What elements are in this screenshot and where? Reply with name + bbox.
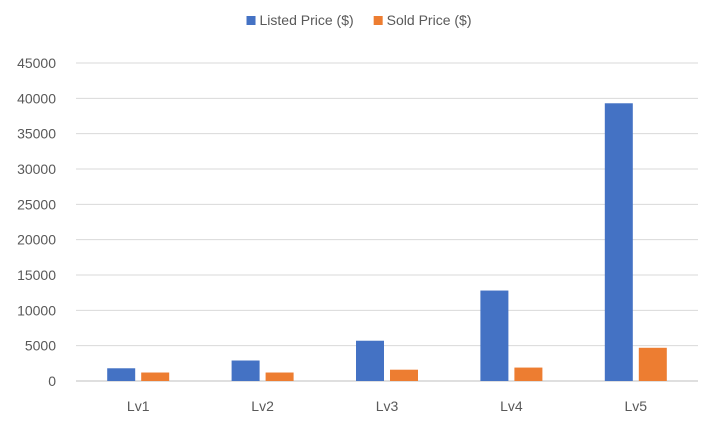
x-tick-label: Lv5 [625,398,648,414]
y-tick-label: 45000 [17,55,56,71]
y-tick-label: 10000 [17,302,56,318]
y-tick-label: 30000 [17,161,56,177]
legend-item: Listed Price ($) [246,12,354,28]
x-axis: Lv1 Lv2 Lv3 Lv4 Lv5 [127,398,647,414]
legend-item: Sold Price ($) [373,12,472,28]
bar-listed-lv3 [356,340,384,381]
legend: Listed Price ($) Sold Price ($) [246,12,472,28]
y-axis: 0 5000 10000 15000 20000 25000 30000 35000 40000… [17,55,56,389]
y-tick-label: 0 [48,373,56,389]
y-tick-label: 40000 [17,90,56,106]
bar-sold-lv2 [265,372,294,381]
x-tick-label: Lv1 [127,398,150,414]
y-tick-label: 35000 [17,126,56,142]
bar-sold-lv1 [141,372,170,381]
x-tick-label: Lv2 [251,398,274,414]
x-tick-label: Lv4 [500,398,523,414]
legend-swatch [246,16,256,25]
bar-sold-lv3 [390,369,418,381]
y-tick-label: 20000 [17,232,56,248]
x-tick-label: Lv3 [376,398,399,414]
bar-listed-lv2 [231,360,260,381]
bars [107,103,667,381]
legend-label: Listed Price ($) [260,12,354,28]
bar-listed-lv5 [604,103,633,381]
y-tick-label: 5000 [25,338,56,354]
bar-sold-lv4 [514,367,543,381]
bar-sold-lv5 [638,347,667,381]
y-tick-label: 25000 [17,196,56,212]
gridlines [76,62,698,382]
y-tick-label: 15000 [17,267,56,283]
bar-listed-lv1 [107,368,136,381]
bar-listed-lv4 [480,290,509,381]
legend-swatch [373,16,383,25]
legend-label: Sold Price ($) [387,12,472,28]
